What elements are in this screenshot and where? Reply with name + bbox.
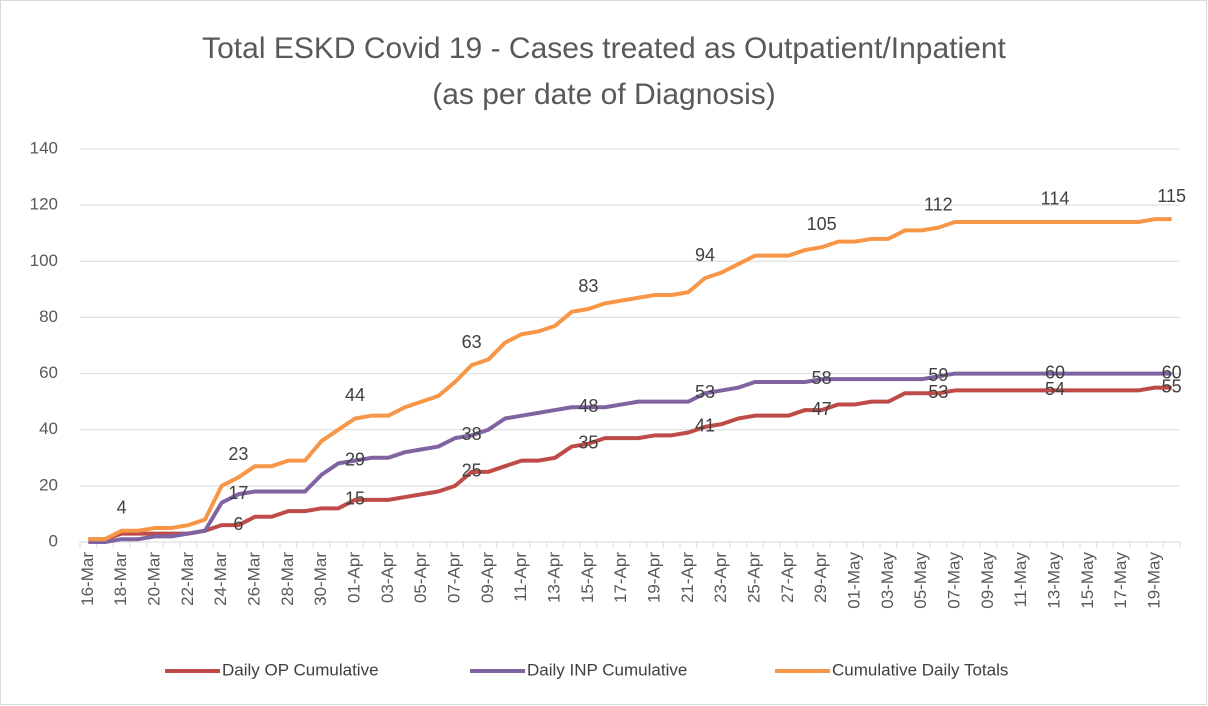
data-label: 58 — [812, 368, 832, 388]
legend-label: Cumulative Daily Totals — [832, 660, 1008, 679]
x-tick-label: 13-Apr — [544, 552, 563, 603]
x-tick-label: 28-Mar — [278, 552, 297, 606]
data-label: 63 — [462, 332, 482, 352]
x-tick-label: 05-Apr — [411, 552, 430, 603]
x-tick-label: 29-Apr — [811, 552, 830, 603]
x-tick-label: 23-Apr — [711, 552, 730, 603]
x-tick-label: 03-May — [878, 552, 897, 609]
x-tick-label: 15-Apr — [578, 552, 597, 603]
y-tick-label: 80 — [39, 307, 58, 326]
x-tick-label: 26-Mar — [244, 552, 263, 606]
y-tick-label: 140 — [30, 138, 58, 157]
data-label: 17 — [228, 483, 248, 503]
data-label: 60 — [1045, 362, 1065, 382]
x-tick-label: 01-May — [844, 552, 863, 609]
line-series — [88, 385, 1172, 542]
y-tick-label: 0 — [49, 531, 58, 550]
chart-title: (as per date of Diagnosis) — [432, 78, 776, 111]
data-label: 25 — [462, 461, 482, 481]
x-tick-label: 03-Apr — [378, 552, 397, 603]
data-label: 59 — [928, 365, 948, 385]
x-tick-label: 19-Apr — [644, 552, 663, 603]
legend-label: Daily INP Cumulative — [527, 660, 687, 679]
x-tick-label: 16-Mar — [78, 552, 97, 606]
data-label: 4 — [117, 498, 127, 518]
x-tick-label: 09-May — [978, 552, 997, 609]
data-label: 53 — [695, 382, 715, 402]
x-tick-label: 07-May — [944, 552, 963, 609]
x-tick-label: 20-Mar — [144, 552, 163, 606]
data-label: 48 — [578, 396, 598, 416]
x-tick-label: 01-Apr — [344, 552, 363, 603]
x-tick-label: 17-May — [1111, 552, 1130, 609]
x-tick-label: 11-May — [1011, 552, 1030, 608]
x-tick-label: 18-Mar — [111, 552, 130, 606]
data-label: 23 — [228, 444, 248, 464]
x-tick-label: 09-Apr — [478, 552, 497, 603]
data-label: 55 — [1162, 376, 1182, 396]
y-tick-label: 40 — [39, 419, 58, 438]
y-tick-label: 20 — [39, 475, 58, 494]
x-tick-label: 27-Apr — [778, 552, 797, 603]
x-tick-label: 21-Apr — [678, 552, 697, 603]
line-series — [88, 371, 1172, 544]
data-label: 112 — [924, 194, 953, 214]
data-label: 60 — [1162, 362, 1182, 382]
y-tick-label: 100 — [30, 251, 58, 270]
data-label: 94 — [695, 245, 715, 265]
x-tick-label: 13-May — [1044, 552, 1063, 609]
data-label: 105 — [807, 214, 837, 234]
data-label: 35 — [578, 433, 598, 453]
x-tick-label: 19-May — [1144, 552, 1163, 609]
x-tick-label: 25-Apr — [744, 552, 763, 603]
chart-title: Total ESKD Covid 19 - Cases treated as O… — [202, 32, 1006, 65]
data-label: 83 — [578, 276, 598, 296]
data-label: 44 — [345, 385, 365, 405]
x-tick-label: 11-Apr — [511, 552, 530, 602]
data-label: 47 — [812, 399, 832, 419]
data-label: 6 — [233, 514, 243, 534]
x-tick-label: 17-Apr — [611, 552, 630, 603]
x-tick-label: 05-May — [911, 552, 930, 609]
line-series — [88, 217, 1172, 542]
y-tick-label: 60 — [39, 363, 58, 382]
data-label: 115 — [1157, 186, 1186, 206]
data-label: 15 — [345, 489, 365, 509]
data-label: 53 — [928, 382, 948, 402]
x-tick-label: 30-Mar — [311, 552, 330, 606]
data-label: 41 — [695, 416, 715, 436]
data-label: 54 — [1045, 379, 1065, 399]
x-tick-label: 24-Mar — [211, 552, 230, 606]
x-tick-label: 22-Mar — [178, 552, 197, 606]
x-tick-label: 15-May — [1078, 552, 1097, 609]
data-label: 29 — [345, 449, 365, 469]
x-tick-label: 07-Apr — [444, 552, 463, 603]
data-label: 114 — [1041, 189, 1070, 209]
legend-label: Daily OP Cumulative — [222, 660, 379, 679]
data-label: 38 — [462, 424, 482, 444]
y-tick-label: 120 — [30, 195, 58, 214]
